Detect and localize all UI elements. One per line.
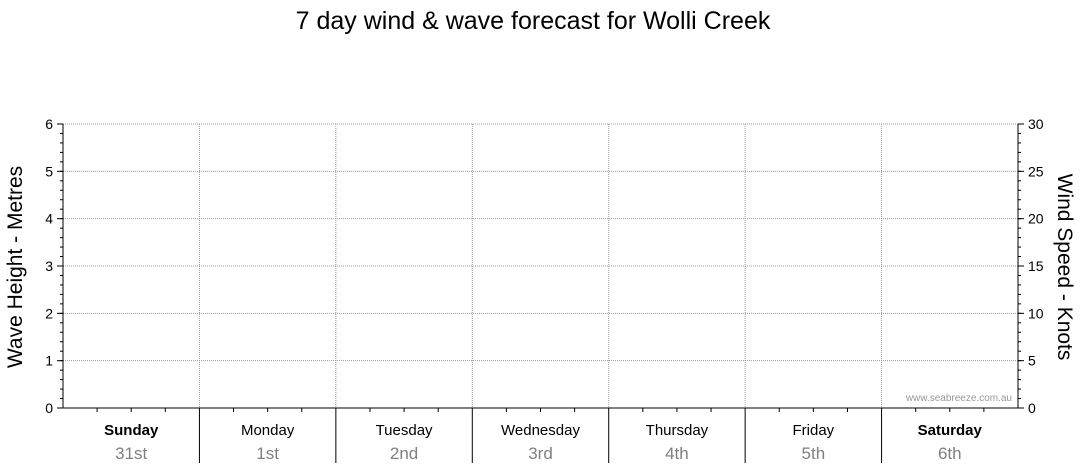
day-label: Friday: [793, 422, 835, 439]
date-label: 6th: [938, 444, 962, 463]
left-tick-label: 2: [45, 305, 53, 321]
axes: [57, 123, 1024, 463]
date-label: 2nd: [390, 444, 418, 463]
grid: [63, 123, 1018, 408]
left-tick-label: 1: [45, 353, 53, 369]
day-label: Monday: [241, 422, 295, 439]
right-axis-label: Wind Speed - Knots: [1053, 174, 1076, 361]
left-axis-label: Wave Height - Metres: [4, 166, 27, 368]
day-label: Saturday: [918, 422, 983, 439]
left-tick-label: 0: [45, 400, 53, 416]
left-tick-label: 4: [45, 211, 53, 227]
date-label: 4th: [665, 444, 689, 463]
chart-title: 7 day wind & wave forecast for Wolli Cre…: [296, 7, 771, 35]
right-tick-label: 15: [1028, 258, 1044, 274]
date-label: 3rd: [528, 444, 553, 463]
labels: 0 1 2 3 4 5 6 0 5 10 15 20 25 30 Sunday 31st Monday 1st Tu…: [45, 116, 1044, 463]
date-label: 31st: [115, 444, 147, 463]
day-label: Wednesday: [501, 422, 580, 439]
date-label: 1st: [256, 444, 279, 463]
watermark: www.seabreeze.com.au: [905, 393, 1012, 404]
left-tick-label: 3: [45, 258, 53, 274]
day-label: Sunday: [104, 422, 159, 439]
left-tick-label: 6: [45, 116, 53, 132]
day-label: Tuesday: [376, 422, 433, 439]
day-label: Thursday: [646, 422, 709, 439]
date-label: 5th: [802, 444, 826, 463]
right-tick-label: 30: [1028, 116, 1044, 132]
right-tick-label: 10: [1028, 305, 1044, 321]
right-tick-label: 5: [1028, 353, 1036, 369]
right-tick-label: 25: [1028, 163, 1044, 179]
right-tick-label: 0: [1028, 400, 1036, 416]
left-tick-label: 5: [45, 163, 53, 179]
right-tick-label: 20: [1028, 211, 1044, 227]
